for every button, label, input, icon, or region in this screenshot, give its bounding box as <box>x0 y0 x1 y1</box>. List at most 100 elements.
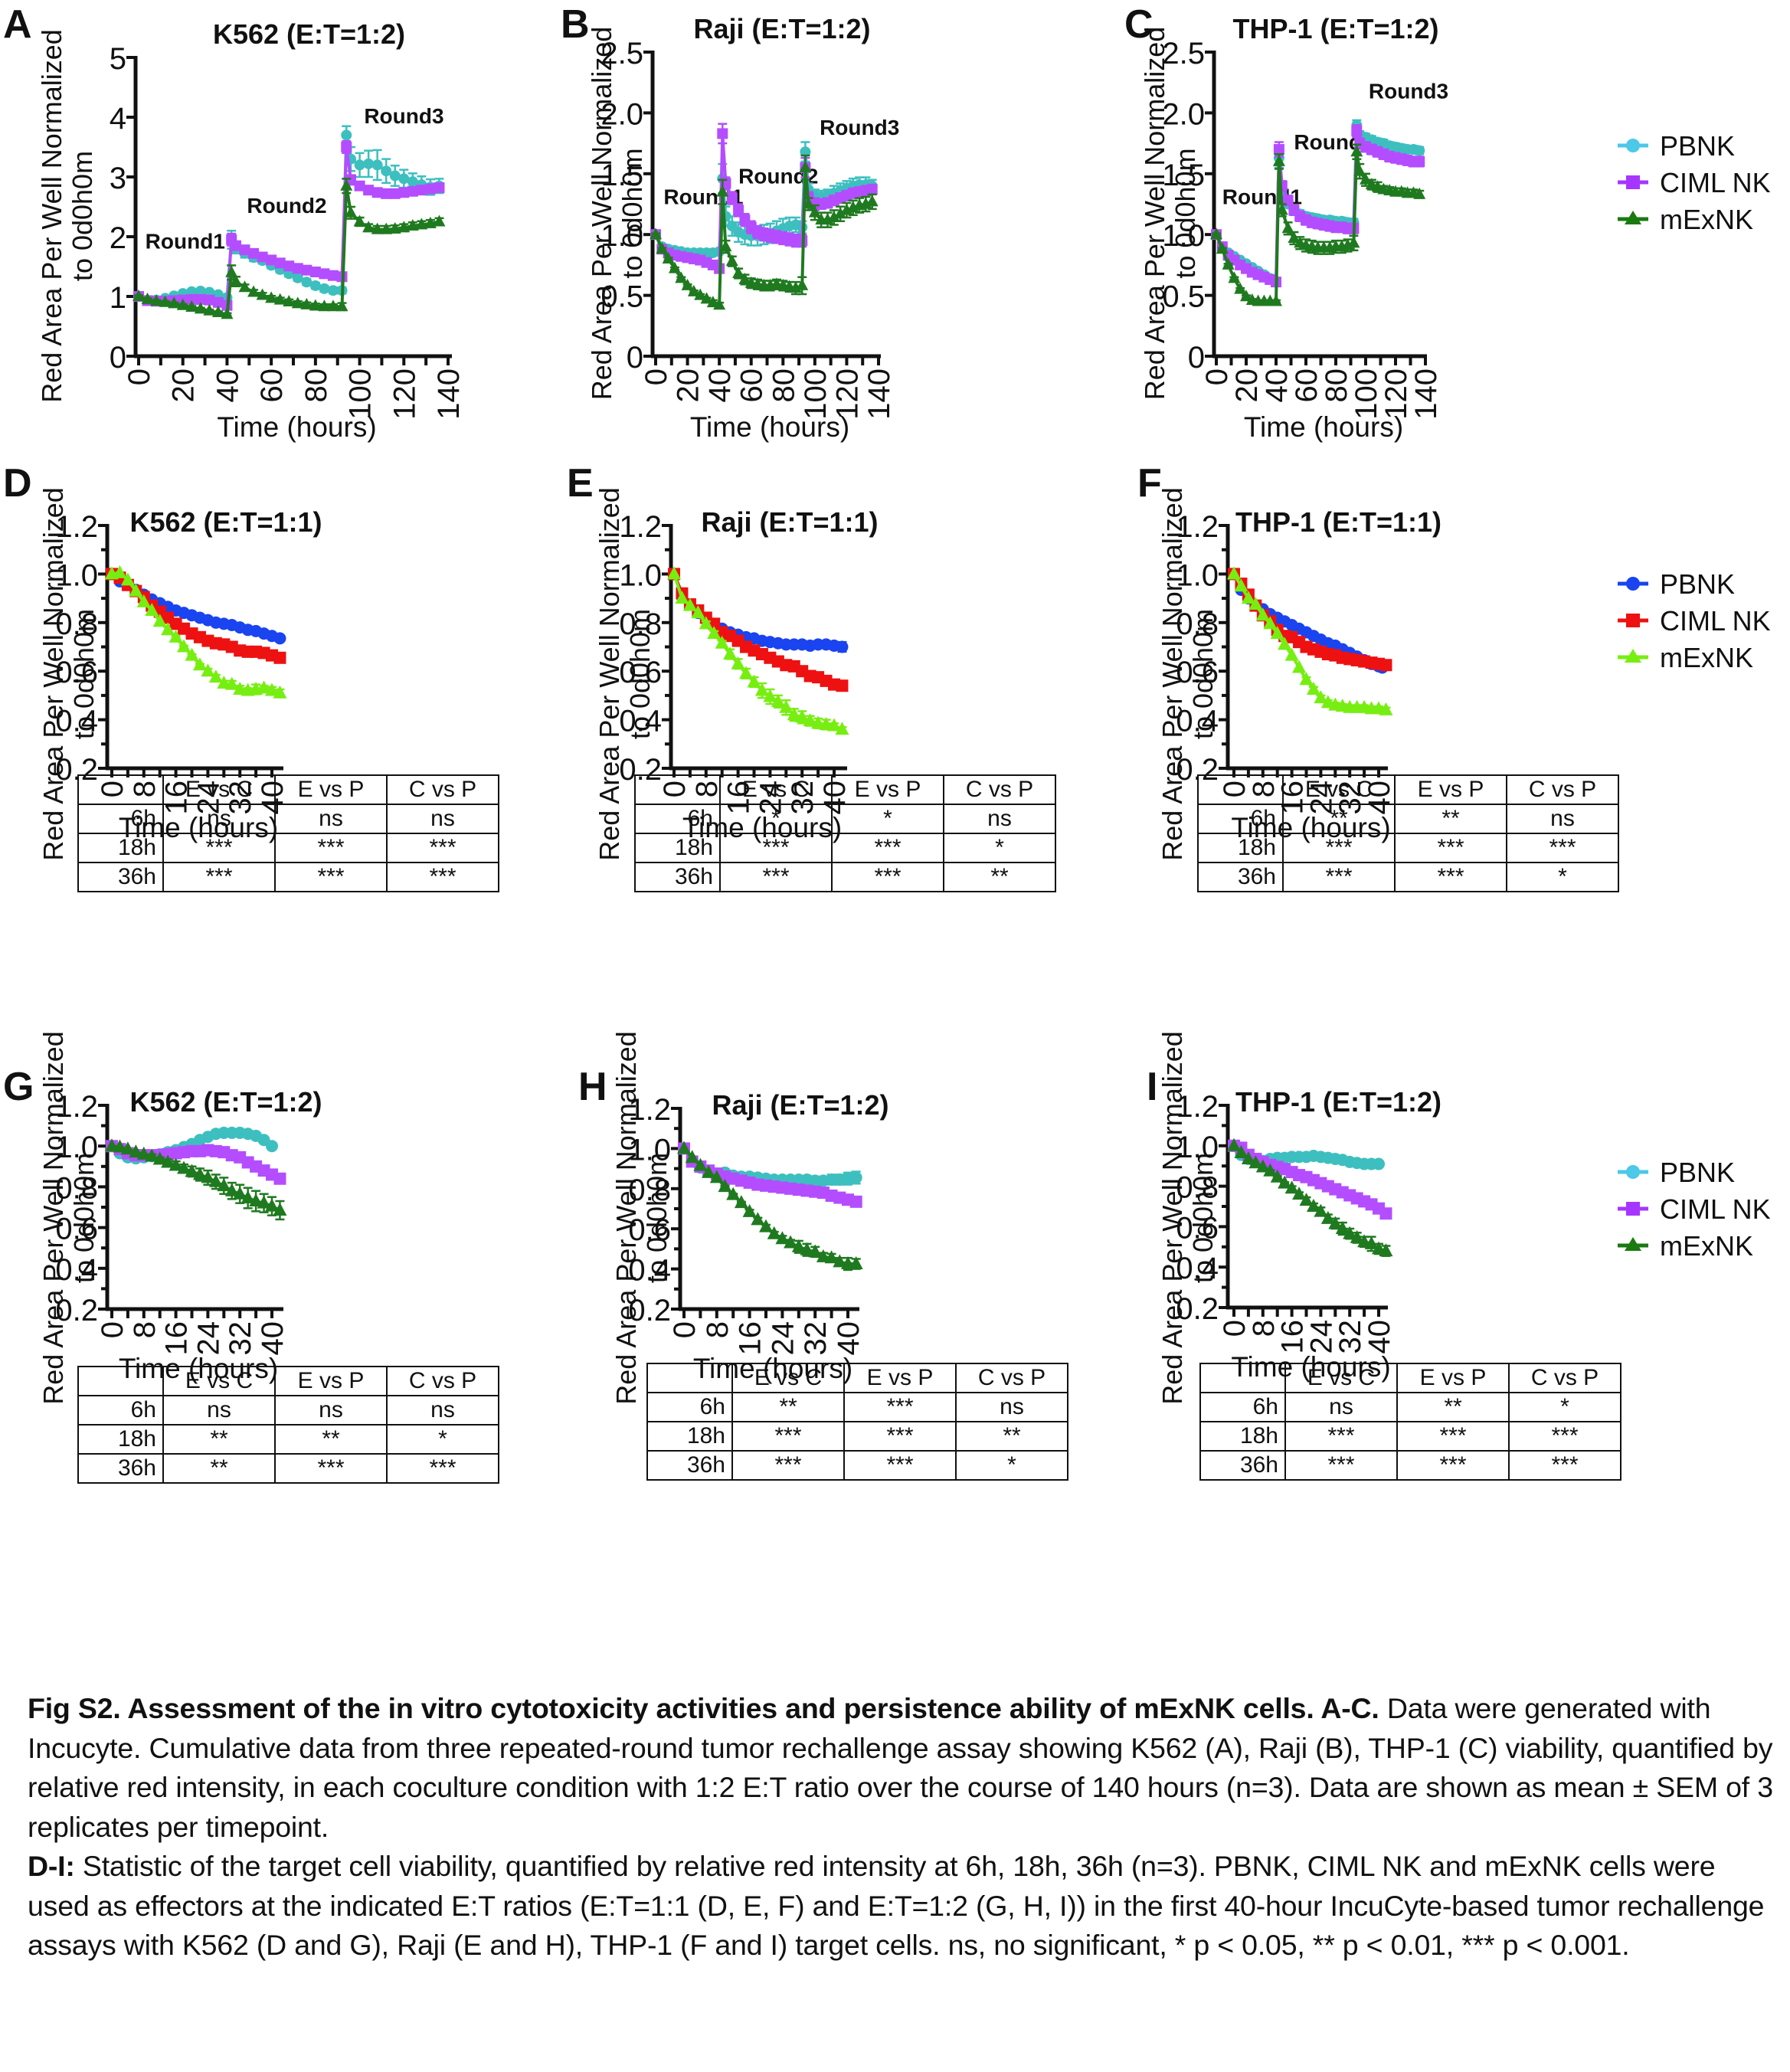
y-tick-label: 2.0 <box>1162 97 1205 131</box>
y-tick-label: 1.0 <box>628 1133 671 1167</box>
data-point <box>1350 145 1363 157</box>
chart-title: THP-1 (E:T=1:2) <box>1235 1086 1441 1118</box>
y-axis-label: to 0d0h0m <box>1187 609 1219 739</box>
data-point <box>335 300 349 312</box>
x-tick-label: 24 <box>766 1321 800 1356</box>
data-point <box>833 1254 847 1268</box>
data-point <box>152 1151 167 1165</box>
data-point <box>192 657 207 671</box>
data-point <box>691 605 705 619</box>
y-tick-label: 0.8 <box>55 1171 98 1205</box>
y-tick-label: 1.0 <box>1176 1131 1219 1164</box>
legend-label: CIML NK <box>1660 605 1771 637</box>
data-point <box>662 251 675 264</box>
x-axis-label: Time (hours) <box>217 411 376 443</box>
table-row-label: 6h <box>77 804 164 834</box>
table-cell: ns <box>386 1395 499 1426</box>
data-point <box>808 1244 823 1258</box>
data-point <box>354 159 365 171</box>
table-cell: ** <box>1394 804 1507 834</box>
data-point <box>169 629 183 643</box>
table-row: 36h *** *** *** <box>1199 1450 1621 1481</box>
data-point <box>1248 597 1263 610</box>
data-point <box>1379 702 1393 715</box>
y-tick-label: 0.4 <box>55 1253 98 1287</box>
data-point <box>799 160 812 172</box>
series-mexnk <box>677 1141 863 1272</box>
data-point <box>1228 271 1241 283</box>
table-header-cell: C vs P <box>386 774 499 805</box>
table-cell: *** <box>162 833 276 863</box>
data-point <box>273 651 286 664</box>
table-cell: ns <box>274 1395 388 1426</box>
data-point <box>381 188 392 199</box>
x-axis-label: Time (hours) <box>690 411 849 443</box>
data-point <box>265 682 279 696</box>
x-tick-label: 0 <box>1200 368 1234 385</box>
table-cell: * <box>955 1450 1068 1481</box>
table-header-cell: E vs C <box>162 774 276 805</box>
y-tick-label: 1.2 <box>55 510 98 544</box>
table-row-label: 6h <box>634 804 721 834</box>
data-point <box>771 693 785 707</box>
series-ciml-nk <box>668 568 849 692</box>
data-point <box>1299 672 1314 686</box>
data-point <box>341 129 352 141</box>
data-point <box>398 173 410 185</box>
round-annotation: Round3 <box>1369 79 1448 103</box>
data-point <box>682 597 697 611</box>
data-point <box>221 307 234 319</box>
table-cell: *** <box>1396 1421 1510 1452</box>
y-axis-label: to 0d0h0m <box>1170 148 1201 278</box>
chart-title: K562 (E:T=1:2) <box>213 18 405 50</box>
data-point <box>136 594 151 607</box>
data-point <box>398 221 411 233</box>
x-tick-label: 32 <box>1334 1320 1367 1354</box>
panel-letter-i: I <box>1147 1065 1158 1109</box>
data-point <box>161 622 175 636</box>
y-tick-label: 0.4 <box>1176 1252 1219 1285</box>
data-point <box>133 290 145 301</box>
x-tick-label: 20 <box>167 368 201 403</box>
x-tick-label: 80 <box>1320 368 1353 403</box>
x-tick-label: 100 <box>799 368 833 420</box>
table-row: 6h ** *** ns <box>646 1392 1068 1422</box>
data-point <box>725 254 738 267</box>
legend-marker-square <box>1626 175 1640 189</box>
table-header-cell: E vs C <box>1282 774 1396 805</box>
data-point <box>1413 187 1426 199</box>
x-tick-label: 16 <box>160 1321 194 1356</box>
data-point <box>1234 578 1248 592</box>
x-axis-label: Time (hours) <box>1244 411 1403 443</box>
y-tick-label: 1.0 <box>619 558 662 592</box>
y-tick-label: 1.0 <box>600 219 643 253</box>
round-annotation: Round3 <box>364 104 443 128</box>
data-point <box>667 566 681 580</box>
table-cell: *** <box>1284 1450 1398 1481</box>
y-axis-label: Red Area Per Well Normalized <box>38 1031 69 1405</box>
y-tick-label: 0.6 <box>1176 656 1219 689</box>
legend-item: mExNK <box>1618 204 1753 235</box>
data-point <box>201 1170 215 1183</box>
table-row: 18h *** *** *** <box>1199 1421 1621 1452</box>
data-point <box>759 1219 773 1232</box>
table-cell: *** <box>1508 1421 1621 1452</box>
data-point <box>326 300 339 312</box>
data-point <box>849 1256 863 1270</box>
table-header-cell: E vs C <box>719 774 833 805</box>
table-row-label: 36h <box>1197 862 1284 892</box>
x-tick-label: 16 <box>734 1321 767 1356</box>
data-point <box>784 1235 798 1249</box>
data-point <box>169 1157 183 1171</box>
panel-letter-b: B <box>561 2 590 47</box>
y-tick-label: 0.8 <box>1176 1171 1219 1205</box>
y-tick-label: 0.4 <box>1176 705 1219 738</box>
table-cell: *** <box>731 1421 845 1452</box>
chart-title: THP-1 (E:T=1:2) <box>1232 13 1438 44</box>
x-tick-label: 140 <box>1409 368 1443 420</box>
data-point <box>266 254 277 266</box>
y-tick-label: 0.6 <box>628 1213 671 1247</box>
data-point <box>340 178 353 191</box>
